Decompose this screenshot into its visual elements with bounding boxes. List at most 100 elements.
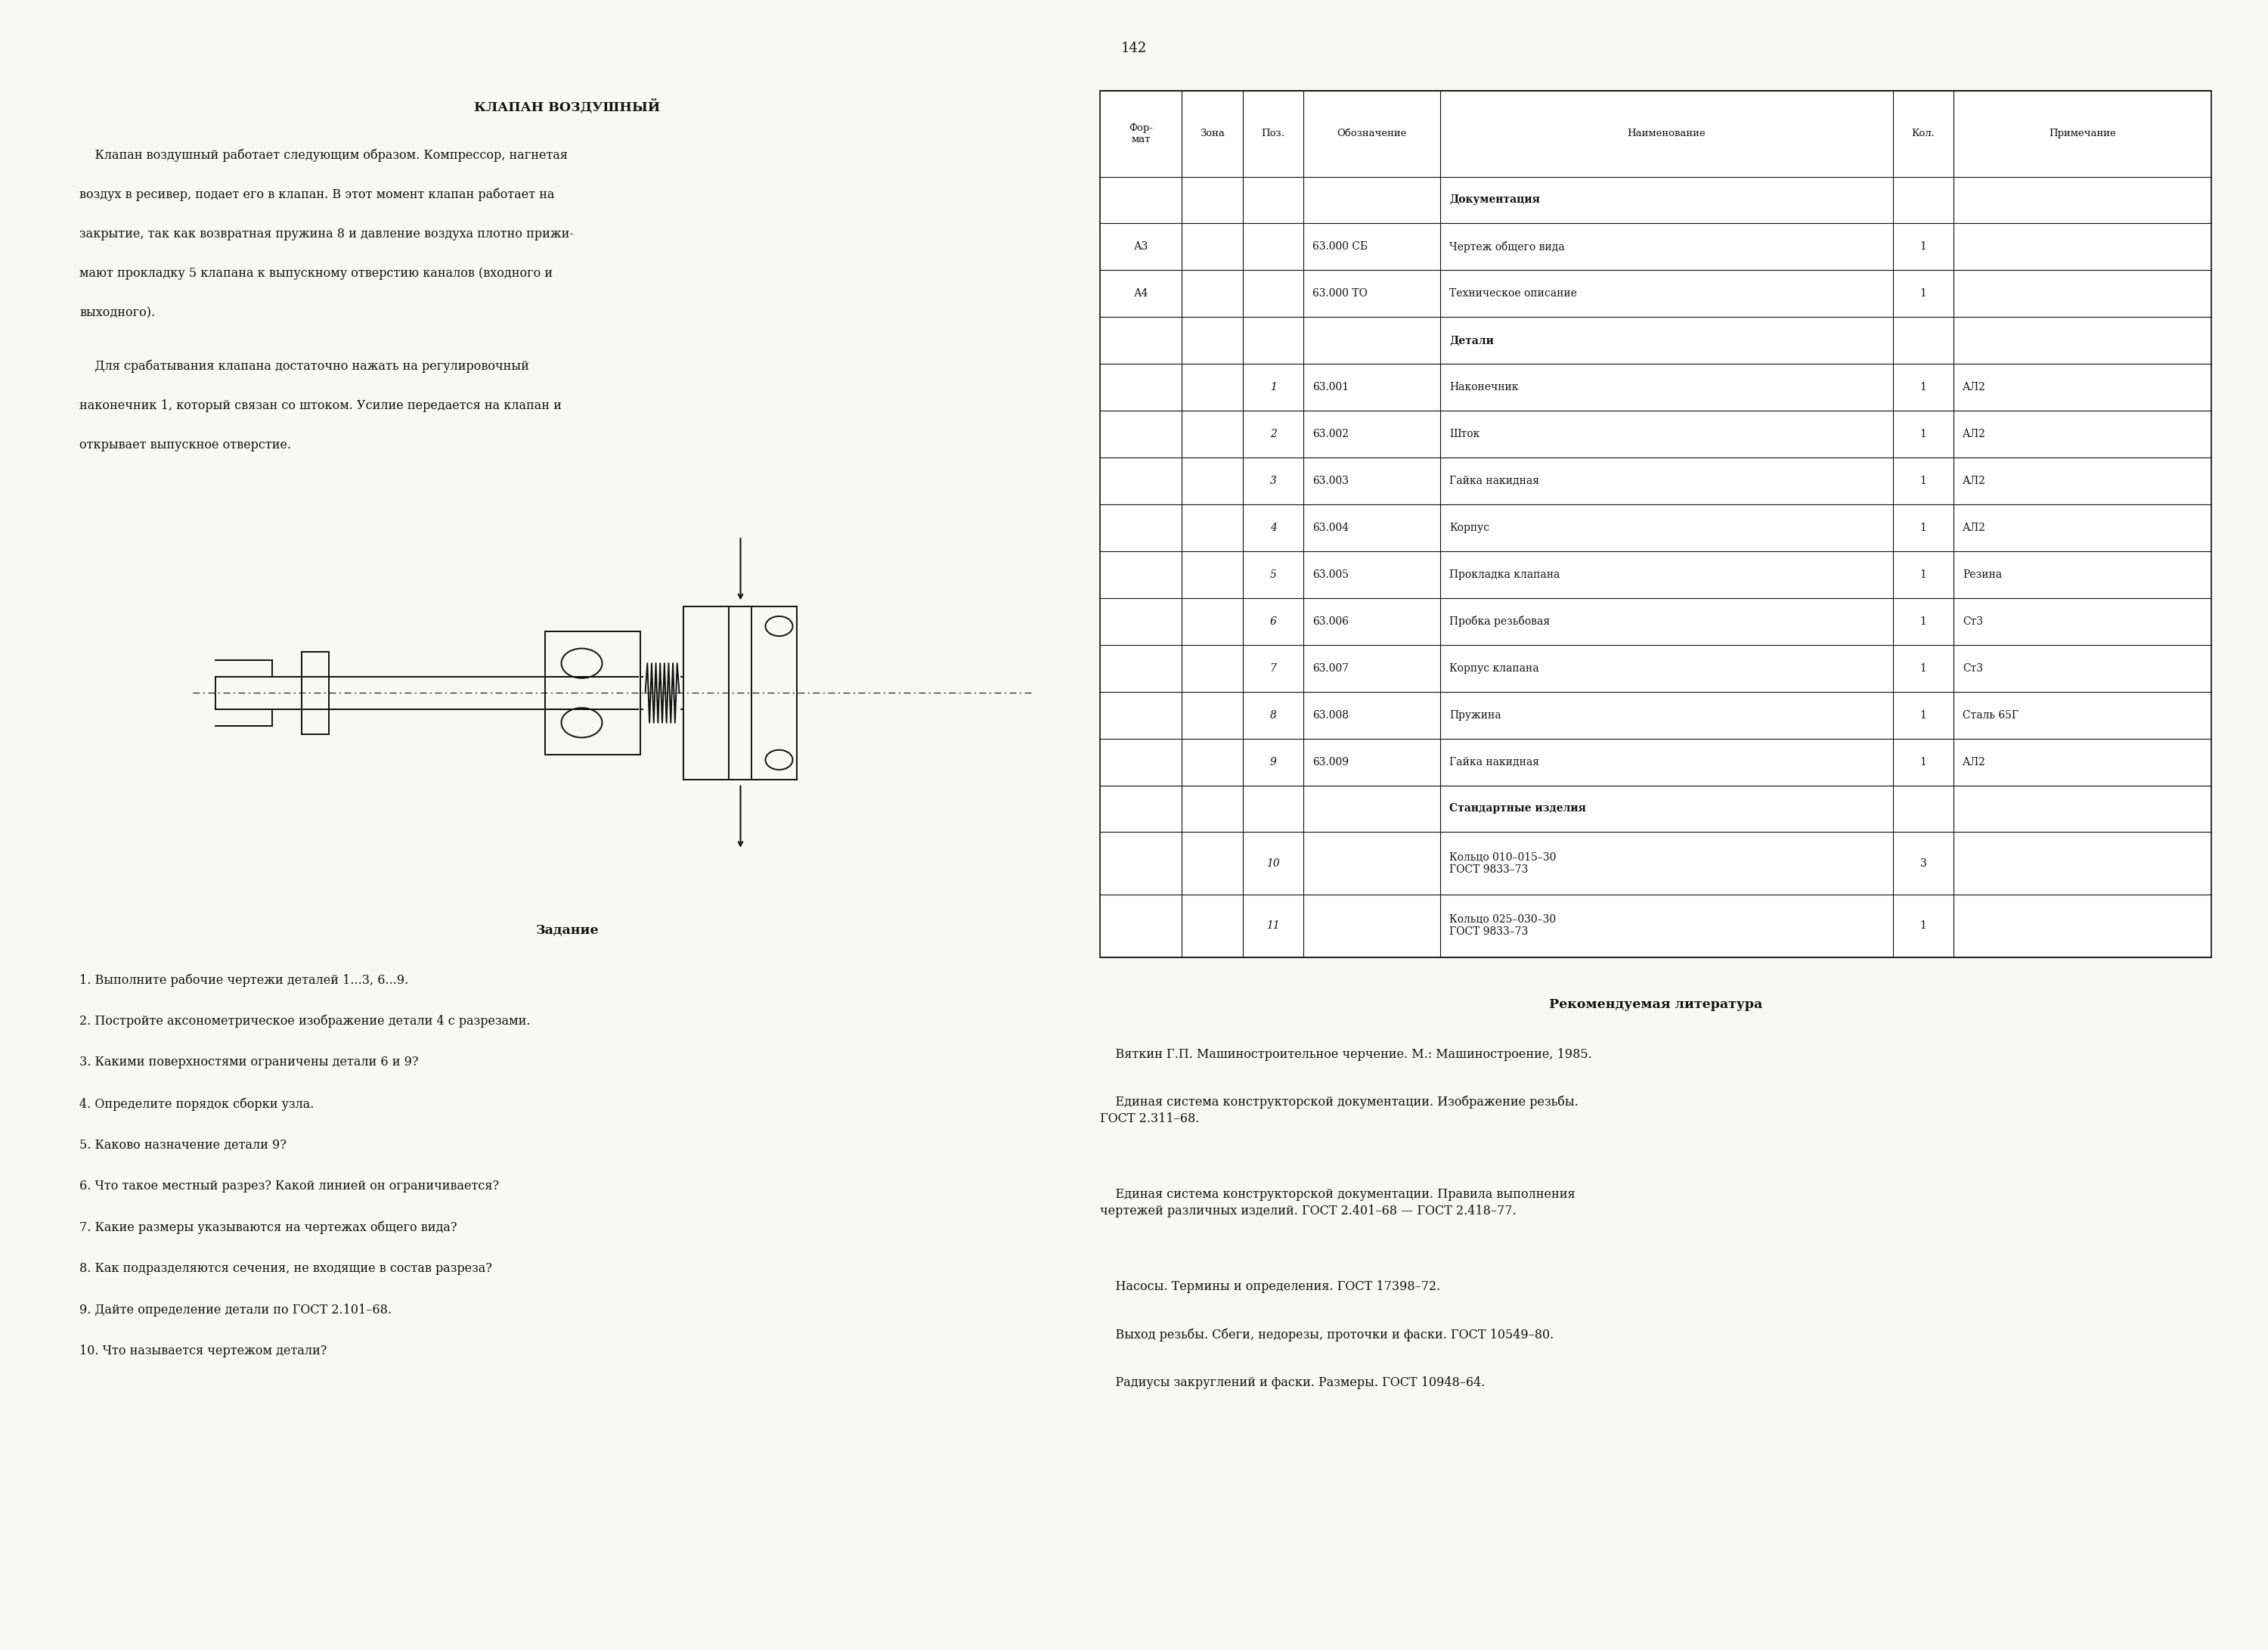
Text: 6. Что такое местный разрез? Какой линией он ограничивается?: 6. Что такое местный разрез? Какой линие… [79,1180,499,1193]
Text: Ст3: Ст3 [1962,663,1982,673]
Text: Обозначение: Обозначение [1338,129,1406,139]
Text: 63.009: 63.009 [1313,757,1349,767]
Text: Для срабатывания клапана достаточно нажать на регулировочный: Для срабатывания клапана достаточно нажа… [79,360,528,373]
Text: Задание: Задание [535,924,599,937]
Text: АЛ2: АЛ2 [1962,523,1987,533]
Text: 3: 3 [1921,858,1926,868]
Text: Выход резьбы. Сбеги, недорезы, проточки и фаски. ГОСТ 10549–80.: Выход резьбы. Сбеги, недорезы, проточки … [1100,1328,1554,1341]
Text: АЛ2: АЛ2 [1962,429,1987,439]
Text: 11: 11 [1266,921,1279,931]
Text: Прокладка клапана: Прокладка клапана [1449,569,1560,579]
Text: 5: 5 [1270,569,1277,579]
Text: Кольцо 010–015–30
ГОСТ 9833–73: Кольцо 010–015–30 ГОСТ 9833–73 [1449,851,1556,874]
Text: Стандартные изделия: Стандартные изделия [1449,804,1585,813]
Text: 1: 1 [1921,921,1928,931]
Text: 5. Каково назначение детали 9?: 5. Каково назначение детали 9? [79,1138,286,1152]
Text: 9: 9 [1270,757,1277,767]
Text: 63.007: 63.007 [1313,663,1349,673]
Text: 63.005: 63.005 [1313,569,1349,579]
Text: наконечник 1, который связан со штоком. Усилие передается на клапан и: наконечник 1, который связан со штоком. … [79,399,562,412]
Text: 1: 1 [1270,383,1277,393]
Text: Клапан воздушный работает следующим образом. Компрессор, нагнетая: Клапан воздушный работает следующим обра… [79,148,567,162]
Text: Насосы. Термины и определения. ГОСТ 17398–72.: Насосы. Термины и определения. ГОСТ 1739… [1100,1280,1440,1294]
Text: Гайка накидная: Гайка накидная [1449,475,1540,487]
Text: 1: 1 [1921,757,1928,767]
Text: 63.006: 63.006 [1313,615,1349,627]
Text: воздух в ресивер, подает его в клапан. В этот момент клапан работает на: воздух в ресивер, подает его в клапан. В… [79,188,553,201]
Text: Гайка накидная: Гайка накидная [1449,757,1540,767]
Text: Детали: Детали [1449,335,1495,346]
Text: Пробка резьбовая: Пробка резьбовая [1449,615,1549,627]
Text: 3. Какими поверхностями ограничены детали 6 и 9?: 3. Какими поверхностями ограничены детал… [79,1056,417,1069]
Text: А3: А3 [1134,241,1148,252]
Text: КЛАПАН ВОЗДУШНЫЙ: КЛАПАН ВОЗДУШНЫЙ [474,99,660,114]
Text: 1: 1 [1921,615,1928,627]
Text: АЛ2: АЛ2 [1962,383,1987,393]
Text: 6: 6 [1270,615,1277,627]
Text: Резина: Резина [1962,569,2003,579]
Text: 1: 1 [1921,241,1928,252]
Bar [544,630,640,756]
Text: 7: 7 [1270,663,1277,673]
Text: Рекомендуемая литература: Рекомендуемая литература [1549,998,1762,1011]
Text: 10: 10 [1266,858,1279,868]
Text: Шток: Шток [1449,429,1479,439]
Text: Сталь 65Г: Сталь 65Г [1962,710,2019,721]
Text: Радиусы закруглений и фаски. Размеры. ГОСТ 10948–64.: Радиусы закруглений и фаски. Размеры. ГО… [1100,1376,1486,1389]
Text: Кольцо 025–030–30
ГОСТ 9833–73: Кольцо 025–030–30 ГОСТ 9833–73 [1449,914,1556,937]
Text: Пружина: Пружина [1449,710,1501,721]
Text: 8: 8 [1270,710,1277,721]
Bar [683,606,796,779]
Text: 63.001: 63.001 [1313,383,1349,393]
Text: Документация: Документация [1449,195,1540,205]
Text: 8. Как подразделяются сечения, не входящие в состав разреза?: 8. Как подразделяются сечения, не входящ… [79,1262,492,1275]
Text: Единая система конструкторской документации. Правила выполнения
чертежей различн: Единая система конструкторской документа… [1100,1188,1576,1218]
Text: Фор-
мат: Фор- мат [1129,124,1152,144]
Text: 7. Какие размеры указываются на чертежах общего вида?: 7. Какие размеры указываются на чертежах… [79,1221,456,1234]
Text: открывает выпускное отверстие.: открывает выпускное отверстие. [79,439,290,452]
Text: Вяткин Г.П. Машиностроительное черчение. М.: Машиностроение, 1985.: Вяткин Г.П. Машиностроительное черчение.… [1100,1048,1592,1061]
Text: Наконечник: Наконечник [1449,383,1520,393]
Text: Корпус: Корпус [1449,523,1490,533]
Text: 2: 2 [1270,429,1277,439]
Text: 142: 142 [1120,41,1148,54]
Text: 63.003: 63.003 [1313,475,1349,487]
Text: 63.002: 63.002 [1313,429,1349,439]
Text: выходного).: выходного). [79,307,154,320]
Text: АЛ2: АЛ2 [1962,475,1987,487]
Text: Корпус клапана: Корпус клапана [1449,663,1540,673]
Text: мают прокладку 5 клапана к выпускному отверстию каналов (входного и: мают прокладку 5 клапана к выпускному от… [79,267,553,281]
Text: 1: 1 [1921,569,1928,579]
Text: АЛ2: АЛ2 [1962,757,1987,767]
Text: 63.004: 63.004 [1313,523,1349,533]
Text: 1: 1 [1921,523,1928,533]
Text: Чертеж общего вида: Чертеж общего вида [1449,241,1565,252]
Text: 2. Постройте аксонометрическое изображение детали 4 с разрезами.: 2. Постройте аксонометрическое изображен… [79,1015,531,1028]
Text: закрытие, так как возвратная пружина 8 и давление воздуха плотно прижи-: закрытие, так как возвратная пружина 8 и… [79,228,574,241]
Text: 3: 3 [1270,475,1277,487]
Text: Техническое описание: Техническое описание [1449,289,1576,299]
Text: 4. Определите порядок сборки узла.: 4. Определите порядок сборки узла. [79,1097,313,1110]
Text: 4: 4 [1270,523,1277,533]
Text: 10. Что называется чертежом детали?: 10. Что называется чертежом детали? [79,1345,327,1358]
Text: 1: 1 [1921,289,1928,299]
Text: 63.008: 63.008 [1313,710,1349,721]
Text: 63.000 ТО: 63.000 ТО [1313,289,1368,299]
Text: А4: А4 [1134,289,1148,299]
Text: Ст3: Ст3 [1962,615,1982,627]
Text: 1: 1 [1921,383,1928,393]
Text: 1: 1 [1921,429,1928,439]
Text: Единая система конструкторской документации. Изображение резьбы.
ГОСТ 2.311–68.: Единая система конструкторской документа… [1100,1096,1579,1125]
Text: Поз.: Поз. [1261,129,1286,139]
Text: 9. Дайте определение детали по ГОСТ 2.101–68.: 9. Дайте определение детали по ГОСТ 2.10… [79,1304,392,1317]
Text: 1: 1 [1921,710,1928,721]
Text: Зона: Зона [1200,129,1225,139]
Text: 63.000 СБ: 63.000 СБ [1313,241,1368,252]
Text: 1. Выполните рабочие чертежи деталей 1...3, 6...9.: 1. Выполните рабочие чертежи деталей 1..… [79,973,408,987]
Text: Кол.: Кол. [1912,129,1935,139]
Text: Наименование: Наименование [1628,129,1706,139]
Text: 1: 1 [1921,663,1928,673]
Text: Примечание: Примечание [2048,129,2116,139]
Text: 1: 1 [1921,475,1928,487]
Bar [1100,91,2211,957]
